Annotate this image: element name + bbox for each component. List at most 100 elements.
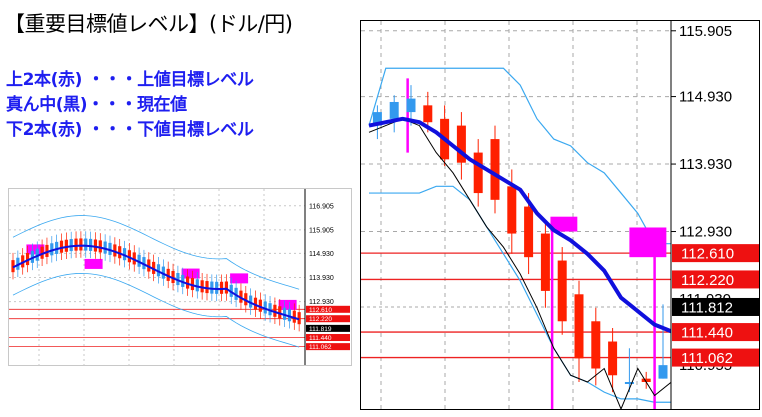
overview-band-lower [12,272,300,348]
overview-level-tag-bg [306,343,350,351]
overview-candle-body [11,260,15,273]
axis-tick-label: 112.930 [679,224,732,241]
overview-level-tag-bg [306,315,350,323]
overview-candle-body [205,281,209,294]
overview-moving-average [12,244,300,321]
moving-average-line [368,116,689,334]
overview-level-tag: 111.440 [309,335,332,342]
current-price-label-bg [672,297,759,316]
overview-target-box [230,273,249,284]
candle-body [658,365,668,379]
overview-candle-body [176,273,180,286]
overview-candle-body [69,239,73,252]
overview-target-box [181,268,200,279]
target-box [629,227,667,258]
overview-candle-body [93,239,98,252]
overview-candle-body [30,250,34,263]
overview-level-tag: 112.610 [309,307,332,314]
overview-level-tag-bg [306,334,350,342]
overview-candle-body [200,280,204,293]
overview-candle-body [195,279,199,292]
overview-axis-label: 114.930 [309,251,334,258]
overview-candle-body [108,242,112,255]
overview-candle-body [297,312,301,325]
overview-candle-body [142,257,146,270]
overview-candle-body [181,274,185,287]
overview-candle-body [74,238,78,251]
legend-upper-targets: 上2本(赤) ・・・上値目標レベル [6,70,254,90]
overview-band-upper [12,215,300,290]
overview-candle-body [25,253,30,266]
overview-candle-body [283,307,287,320]
overview-candle-body [210,281,214,294]
candle-body [473,152,483,194]
overview-axis-label: 113.930 [309,275,334,282]
overview-candle-body [16,257,20,270]
overview-candle-body [224,281,228,294]
candle-body [406,98,416,113]
overview-candle-body [268,303,272,316]
axis-tick-label: 115.905 [679,23,732,40]
overview-candle-body [127,250,131,263]
overview-candle-body [239,290,243,303]
overview-target-box [84,258,103,269]
overview-level-tag: 111.819 [309,326,332,333]
overview-axis-label: 116.905 [309,203,334,210]
overview-chart-svg: 116.905 115.905 114.930 113.930 112.930112.6… [9,189,350,365]
legend-lower-targets: 下2本(赤) ・・・下値目標レベル [6,120,254,140]
overview-candle-body [50,243,54,256]
legend: 上2本(赤) ・・・上値目標レベル 真ん中(黒)・・・現在値 下2本(赤) ・・… [6,68,254,143]
upper-target-label: 112.220 [681,272,734,289]
candle-body [574,294,584,359]
candle-body [608,341,618,376]
overview-candle-body [45,244,49,257]
overview-candle-body [84,238,88,251]
overview-level-tag: 112.220 [309,316,332,323]
main-chart-svg: 115.905114.930113.930112.930111.930110.9… [361,21,759,409]
overview-candle-body [244,293,248,306]
axis-tick-label: 113.930 [679,156,732,173]
overview-candle-body [98,240,102,253]
overview-candle-body [79,238,83,251]
overview-candle-body [278,306,282,319]
overview-candle-body [55,241,59,254]
overview-candle-body [21,255,25,268]
overview-candle-body [190,278,195,291]
lower-target-label: 111.440 [681,325,733,342]
overview-candle-body [166,268,170,281]
lower-target-label-bg [672,348,759,367]
target-box [550,216,578,232]
overview-candle-body [273,304,277,317]
overview-chart: 116.905 115.905 114.930 113.930 112.930 112.6… [8,188,352,366]
band-upper-line [368,67,689,245]
candle-body [389,101,399,119]
upper-target-label-bg [672,244,759,263]
overview-candle-body [147,259,151,272]
overview-candle-body [161,266,165,279]
overview-candle-body [287,309,292,322]
main-chart: 115.905114.930113.930112.930111.930110.9… [360,20,760,410]
candle-body [423,105,433,123]
overview-candle-body [103,241,107,254]
candle-body [456,125,466,163]
price-axis-background [671,21,759,409]
overview-candle-body [89,238,93,251]
overview-candle-body [122,248,127,261]
overview-candle-body [258,299,262,312]
overview-target-box [278,299,297,310]
overview-level-tag-bg [306,305,350,313]
overview-candle-body [253,297,258,310]
overview-candle-body [64,239,68,252]
overview-candle-body [249,295,253,308]
candle-body [490,139,500,200]
candle-body [507,186,517,234]
overview-candle-body [292,310,296,323]
overview-axis-label: 115.905 [309,227,334,234]
overview-candle-body [234,287,238,300]
overview-candle-body [156,264,161,277]
candle-body [540,233,550,291]
candle-body [591,321,601,369]
candle-body [624,382,634,385]
candle-body [524,206,534,258]
page-title: 【重要目標値レベル】(ドル/円) [4,12,293,36]
